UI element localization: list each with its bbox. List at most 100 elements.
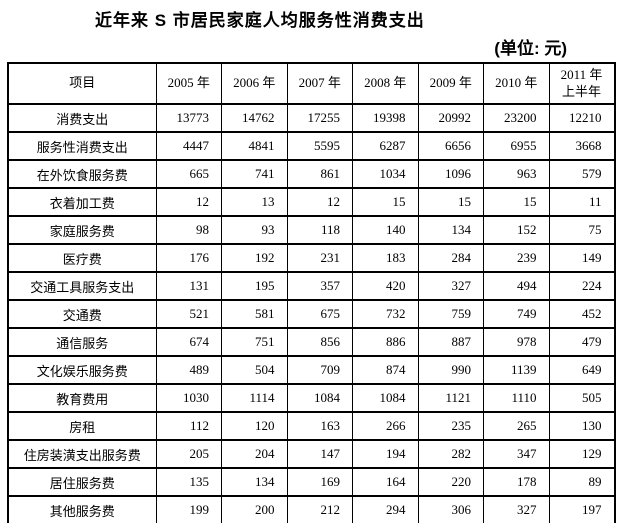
data-table: 项目 2005 年 2006 年 2007 年 2008 年 2009 年 2010 年 20… bbox=[7, 62, 616, 523]
cell-value: 149 bbox=[548, 243, 615, 273]
cell-value: 978 bbox=[483, 327, 550, 357]
page-title: 近年来 S 市居民家庭人均服务性消费支出 bbox=[95, 11, 425, 30]
cell-value: 134 bbox=[417, 215, 484, 245]
cell-value: 265 bbox=[483, 411, 550, 441]
cell-value: 504 bbox=[221, 355, 288, 385]
cell-value: 15 bbox=[417, 187, 484, 217]
table-row: 消费支出 13773 14762 17255 19398 20992 23200 12210 bbox=[7, 103, 615, 133]
cell-value: 75 bbox=[548, 215, 615, 245]
cell-value: 147 bbox=[286, 439, 353, 469]
cell-value: 89 bbox=[548, 467, 615, 497]
row-label: 衣着加工费 bbox=[7, 187, 157, 217]
row-label: 居住服务费 bbox=[7, 467, 157, 497]
cell-value: 192 bbox=[221, 243, 288, 273]
cell-value: 23200 bbox=[483, 103, 550, 133]
cell-value: 579 bbox=[548, 159, 615, 189]
cell-value: 130 bbox=[548, 411, 615, 441]
cell-value: 4447 bbox=[155, 131, 222, 161]
cell-value: 282 bbox=[417, 439, 484, 469]
cell-value: 887 bbox=[417, 327, 484, 357]
cell-value: 220 bbox=[417, 467, 484, 497]
col-header-year-4: 2009 年 bbox=[417, 62, 484, 105]
cell-value: 20992 bbox=[417, 103, 484, 133]
cell-value: 1084 bbox=[286, 383, 353, 413]
cell-value: 357 bbox=[286, 271, 353, 301]
cell-value: 581 bbox=[221, 299, 288, 329]
cell-value: 675 bbox=[286, 299, 353, 329]
cell-value: 479 bbox=[548, 327, 615, 357]
table-row: 教育费用 1030 1114 1084 1084 1121 1110 505 bbox=[7, 383, 615, 413]
cell-value: 963 bbox=[483, 159, 550, 189]
cell-value: 327 bbox=[417, 271, 484, 301]
cell-value: 874 bbox=[352, 355, 419, 385]
cell-value: 6955 bbox=[483, 131, 550, 161]
cell-value: 112 bbox=[155, 411, 222, 441]
table-row: 交通工具服务支出 131 195 357 420 327 494 224 bbox=[7, 271, 615, 301]
cell-value: 489 bbox=[155, 355, 222, 385]
cell-value: 164 bbox=[352, 467, 419, 497]
cell-value: 294 bbox=[352, 495, 419, 523]
cell-value: 751 bbox=[221, 327, 288, 357]
cell-value: 494 bbox=[483, 271, 550, 301]
cell-value: 6656 bbox=[417, 131, 484, 161]
cell-value: 14762 bbox=[221, 103, 288, 133]
table-row: 文化娱乐服务费 489 504 709 874 990 1139 649 bbox=[7, 355, 615, 385]
cell-value: 12210 bbox=[548, 103, 615, 133]
col-header-year-3: 2008 年 bbox=[352, 62, 419, 105]
cell-value: 131 bbox=[155, 271, 222, 301]
row-label: 交通费 bbox=[7, 299, 157, 329]
cell-value: 205 bbox=[155, 439, 222, 469]
cell-value: 15 bbox=[352, 187, 419, 217]
cell-value: 176 bbox=[155, 243, 222, 273]
row-label: 家庭服务费 bbox=[7, 215, 157, 245]
cell-value: 3668 bbox=[548, 131, 615, 161]
cell-value: 239 bbox=[483, 243, 550, 273]
table-row: 医疗费 176 192 231 183 284 239 149 bbox=[7, 243, 615, 273]
row-label: 消费支出 bbox=[7, 103, 157, 133]
cell-value: 204 bbox=[221, 439, 288, 469]
cell-value: 118 bbox=[286, 215, 353, 245]
cell-value: 266 bbox=[352, 411, 419, 441]
cell-value: 19398 bbox=[352, 103, 419, 133]
table-row: 房租 112 120 163 266 235 265 130 bbox=[7, 411, 615, 441]
cell-value: 5595 bbox=[286, 131, 353, 161]
cell-value: 452 bbox=[548, 299, 615, 329]
cell-value: 13 bbox=[221, 187, 288, 217]
cell-value: 183 bbox=[352, 243, 419, 273]
cell-value: 1096 bbox=[417, 159, 484, 189]
cell-value: 195 bbox=[221, 271, 288, 301]
table-body: 消费支出 13773 14762 17255 19398 20992 23200 12210 服… bbox=[7, 103, 615, 523]
cell-value: 327 bbox=[483, 495, 550, 523]
row-label: 在外饮食服务费 bbox=[7, 159, 157, 189]
cell-value: 759 bbox=[417, 299, 484, 329]
cell-value: 505 bbox=[548, 383, 615, 413]
cell-value: 235 bbox=[417, 411, 484, 441]
table-row: 住房装潢支出服务费 205 204 147 194 282 347 129 bbox=[7, 439, 615, 469]
cell-value: 741 bbox=[221, 159, 288, 189]
cell-value: 200 bbox=[221, 495, 288, 523]
cell-value: 134 bbox=[221, 467, 288, 497]
table-row: 通信服务 674 751 856 886 887 978 479 bbox=[7, 327, 615, 357]
cell-value: 178 bbox=[483, 467, 550, 497]
cell-value: 306 bbox=[417, 495, 484, 523]
cell-value: 120 bbox=[221, 411, 288, 441]
cell-value: 674 bbox=[155, 327, 222, 357]
cell-value: 93 bbox=[221, 215, 288, 245]
cell-value: 1114 bbox=[221, 383, 288, 413]
cell-value: 521 bbox=[155, 299, 222, 329]
cell-value: 420 bbox=[352, 271, 419, 301]
cell-value: 6287 bbox=[352, 131, 419, 161]
cell-value: 709 bbox=[286, 355, 353, 385]
cell-value: 224 bbox=[548, 271, 615, 301]
table-row: 在外饮食服务费 665 741 861 1034 1096 963 579 bbox=[7, 159, 615, 189]
cell-value: 649 bbox=[548, 355, 615, 385]
cell-value: 749 bbox=[483, 299, 550, 329]
cell-value: 4841 bbox=[221, 131, 288, 161]
cell-value: 197 bbox=[548, 495, 615, 523]
cell-value: 284 bbox=[417, 243, 484, 273]
cell-value: 732 bbox=[352, 299, 419, 329]
cell-value: 990 bbox=[417, 355, 484, 385]
row-label: 房租 bbox=[7, 411, 157, 441]
row-label: 教育费用 bbox=[7, 383, 157, 413]
